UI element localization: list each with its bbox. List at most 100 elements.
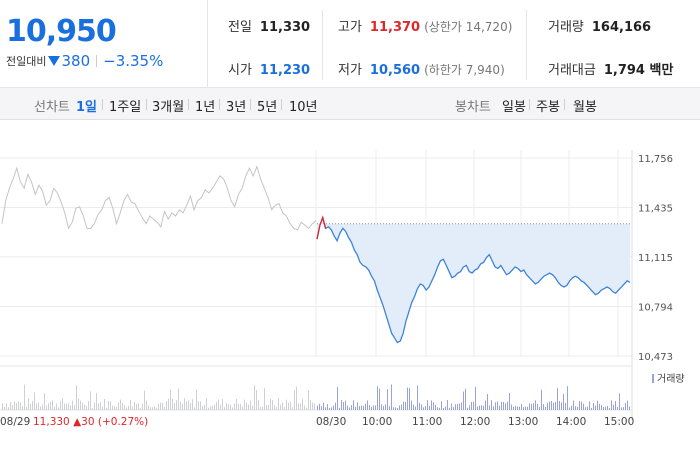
volume-bar bbox=[337, 387, 338, 410]
volume-bar bbox=[100, 402, 101, 410]
volume-bar bbox=[102, 406, 103, 410]
volume-bar bbox=[583, 403, 584, 410]
price-box: 10,950 전일대비 380 −3.35% bbox=[0, 0, 208, 88]
current-price: 10,950 bbox=[6, 14, 117, 49]
volume-bar bbox=[82, 402, 83, 410]
volume-bar bbox=[286, 399, 287, 410]
volume-bar bbox=[230, 404, 231, 410]
volume-bar bbox=[214, 404, 215, 410]
volume-bar bbox=[74, 405, 75, 410]
volume-bar bbox=[445, 406, 446, 410]
volume-bar bbox=[306, 407, 307, 410]
volume-bar bbox=[569, 407, 570, 410]
volume-bar bbox=[617, 406, 618, 410]
volume-bar bbox=[176, 400, 177, 410]
volume-bar bbox=[599, 403, 600, 410]
volume-bar bbox=[130, 400, 131, 410]
volume-bar bbox=[547, 402, 548, 410]
volume-bar bbox=[355, 406, 356, 410]
divider bbox=[96, 55, 98, 67]
volume-bar bbox=[603, 407, 604, 410]
volume-bar bbox=[2, 403, 3, 410]
y-tick-label: 10,794 bbox=[638, 302, 673, 313]
y-tick-label: 10,473 bbox=[638, 352, 673, 363]
volume-bar bbox=[8, 407, 9, 410]
divider bbox=[526, 10, 527, 80]
price-change-row: 전일대비 380 −3.35% bbox=[6, 52, 163, 70]
volume-bar bbox=[308, 390, 309, 410]
stat-value: 1,794 백만 bbox=[603, 63, 674, 78]
volume-bar bbox=[240, 404, 241, 410]
volume-bar bbox=[533, 403, 534, 410]
volume-bar bbox=[284, 406, 285, 410]
volume-bar bbox=[212, 405, 213, 410]
volume-bar bbox=[10, 402, 11, 410]
volume-bar bbox=[272, 400, 273, 410]
volume-bar bbox=[156, 407, 157, 410]
volume-bar bbox=[202, 405, 203, 410]
volume-bar bbox=[477, 406, 478, 410]
volume-bar bbox=[609, 407, 610, 410]
period-3y[interactable]: 3년 bbox=[226, 100, 247, 115]
volume-bar bbox=[242, 406, 243, 410]
volume-bar bbox=[158, 403, 159, 410]
volume-bar bbox=[525, 406, 526, 410]
volume-bar bbox=[327, 404, 328, 410]
volume-bar bbox=[401, 404, 402, 410]
volume-bar bbox=[605, 406, 606, 410]
lower-limit: (하한가 7,940) bbox=[424, 63, 505, 77]
volume-bar bbox=[389, 406, 390, 410]
volume-bar bbox=[573, 400, 574, 410]
volume-bar bbox=[321, 406, 322, 410]
x-tick-label: 08/29 bbox=[0, 416, 30, 428]
period-10y[interactable]: 10년 bbox=[289, 100, 318, 115]
stat-value: 11,330 bbox=[259, 20, 311, 35]
volume-bar bbox=[298, 403, 299, 410]
volume-bar bbox=[282, 402, 283, 410]
volume-bar bbox=[421, 404, 422, 410]
candle-monthly[interactable]: 월봉 bbox=[573, 100, 597, 115]
stat-label: 시가 bbox=[228, 63, 252, 78]
volume-bar bbox=[146, 400, 147, 410]
period-1w[interactable]: 1주일 bbox=[109, 100, 142, 115]
volume-bar bbox=[435, 404, 436, 410]
period-5y[interactable]: 5년 bbox=[257, 100, 278, 115]
diff-percent: −3.35% bbox=[103, 52, 164, 70]
volume-bar bbox=[50, 401, 51, 410]
intraday-chart[interactable]: 11,756 11,435 11,115 10,794 10,473 08/29 08/3… bbox=[0, 120, 700, 450]
volume-bar bbox=[333, 405, 334, 410]
volume-bar bbox=[587, 406, 588, 410]
volume-bar bbox=[373, 405, 374, 410]
volume-bar bbox=[48, 403, 49, 410]
volume-bar bbox=[22, 406, 23, 410]
x-tick-label: 13:00 bbox=[508, 416, 538, 428]
volume-bar bbox=[515, 405, 516, 410]
volume-bar bbox=[302, 399, 303, 410]
volume-bar bbox=[507, 401, 508, 410]
volume-bar bbox=[397, 407, 398, 410]
volume-bar bbox=[120, 399, 121, 410]
candle-daily[interactable]: 일봉 bbox=[502, 100, 526, 115]
volume-bar bbox=[589, 401, 590, 410]
volume-bar bbox=[60, 401, 61, 410]
volume-bar bbox=[433, 402, 434, 410]
volume-bar bbox=[405, 401, 406, 410]
volume-bar bbox=[248, 404, 249, 410]
today-series-line bbox=[316, 215, 631, 344]
period-1y[interactable]: 1년 bbox=[195, 100, 216, 115]
volume-bar bbox=[220, 404, 221, 410]
volume-bar bbox=[186, 401, 187, 410]
candle-weekly[interactable]: 주봉 bbox=[536, 100, 560, 115]
period-1d[interactable]: 1일 bbox=[76, 100, 98, 115]
stat-volume: 거래량 164,166 bbox=[548, 16, 651, 35]
volume-bar bbox=[182, 403, 183, 410]
period-3m[interactable]: 3개월 bbox=[152, 100, 185, 115]
upper-limit: (상한가 14,720) bbox=[424, 20, 513, 34]
stat-value: 11,370 bbox=[369, 20, 421, 35]
volume-bar bbox=[232, 407, 233, 410]
volume-bar bbox=[463, 391, 464, 410]
volume-bar bbox=[54, 406, 55, 410]
volume-bar bbox=[457, 404, 458, 410]
volume-bar bbox=[170, 389, 171, 410]
volume-bar bbox=[439, 407, 440, 410]
